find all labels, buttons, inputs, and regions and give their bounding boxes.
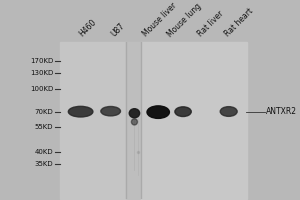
Text: 55KD: 55KD xyxy=(35,124,53,130)
Text: U87: U87 xyxy=(110,22,127,39)
Text: 100KD: 100KD xyxy=(30,86,53,92)
Text: Rat heart: Rat heart xyxy=(223,7,255,39)
Text: ANTXR2: ANTXR2 xyxy=(266,107,297,116)
Text: Mouse lung: Mouse lung xyxy=(166,1,203,39)
Ellipse shape xyxy=(129,109,140,118)
Text: H460: H460 xyxy=(77,18,98,39)
Text: 70KD: 70KD xyxy=(34,109,53,115)
Text: 35KD: 35KD xyxy=(35,161,53,167)
Ellipse shape xyxy=(147,106,170,118)
Ellipse shape xyxy=(68,106,93,117)
Bar xyxy=(126,42,141,199)
Text: 170KD: 170KD xyxy=(30,58,53,64)
Ellipse shape xyxy=(131,119,137,125)
Text: 130KD: 130KD xyxy=(30,70,53,76)
Ellipse shape xyxy=(220,107,237,116)
Text: Rat liver: Rat liver xyxy=(196,10,225,39)
Ellipse shape xyxy=(101,106,121,116)
Bar xyxy=(141,42,247,199)
Ellipse shape xyxy=(175,107,191,117)
Text: Mouse liver: Mouse liver xyxy=(141,1,179,39)
Text: 40KD: 40KD xyxy=(35,149,53,155)
Bar xyxy=(60,42,126,199)
